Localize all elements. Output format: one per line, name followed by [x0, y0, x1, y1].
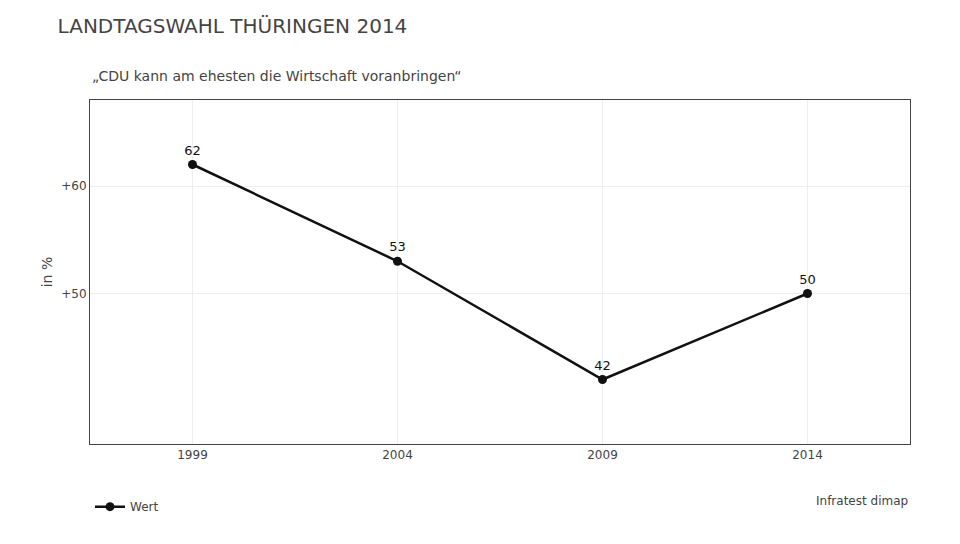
svg-text:2004: 2004 — [382, 448, 413, 462]
svg-text:+50: +50 — [61, 287, 86, 301]
svg-text:1999: 1999 — [177, 448, 208, 462]
svg-text:Infratest dimap: Infratest dimap — [816, 494, 908, 508]
svg-text:+60: +60 — [61, 179, 86, 193]
svg-text:42: 42 — [594, 358, 611, 373]
svg-text:„CDU kann am ehesten die Wirts: „CDU kann am ehesten die Wirtschaft vora… — [92, 68, 462, 84]
svg-text:in %: in % — [39, 257, 55, 288]
svg-text:62: 62 — [184, 143, 201, 158]
svg-text:53: 53 — [389, 239, 406, 254]
svg-text:Wert: Wert — [130, 500, 158, 514]
svg-text:2009: 2009 — [587, 448, 618, 462]
svg-text:50: 50 — [799, 272, 816, 287]
svg-text:LANDTAGSWAHL THÜRINGEN 2014: LANDTAGSWAHL THÜRINGEN 2014 — [58, 14, 408, 38]
svg-text:2014: 2014 — [792, 448, 823, 462]
